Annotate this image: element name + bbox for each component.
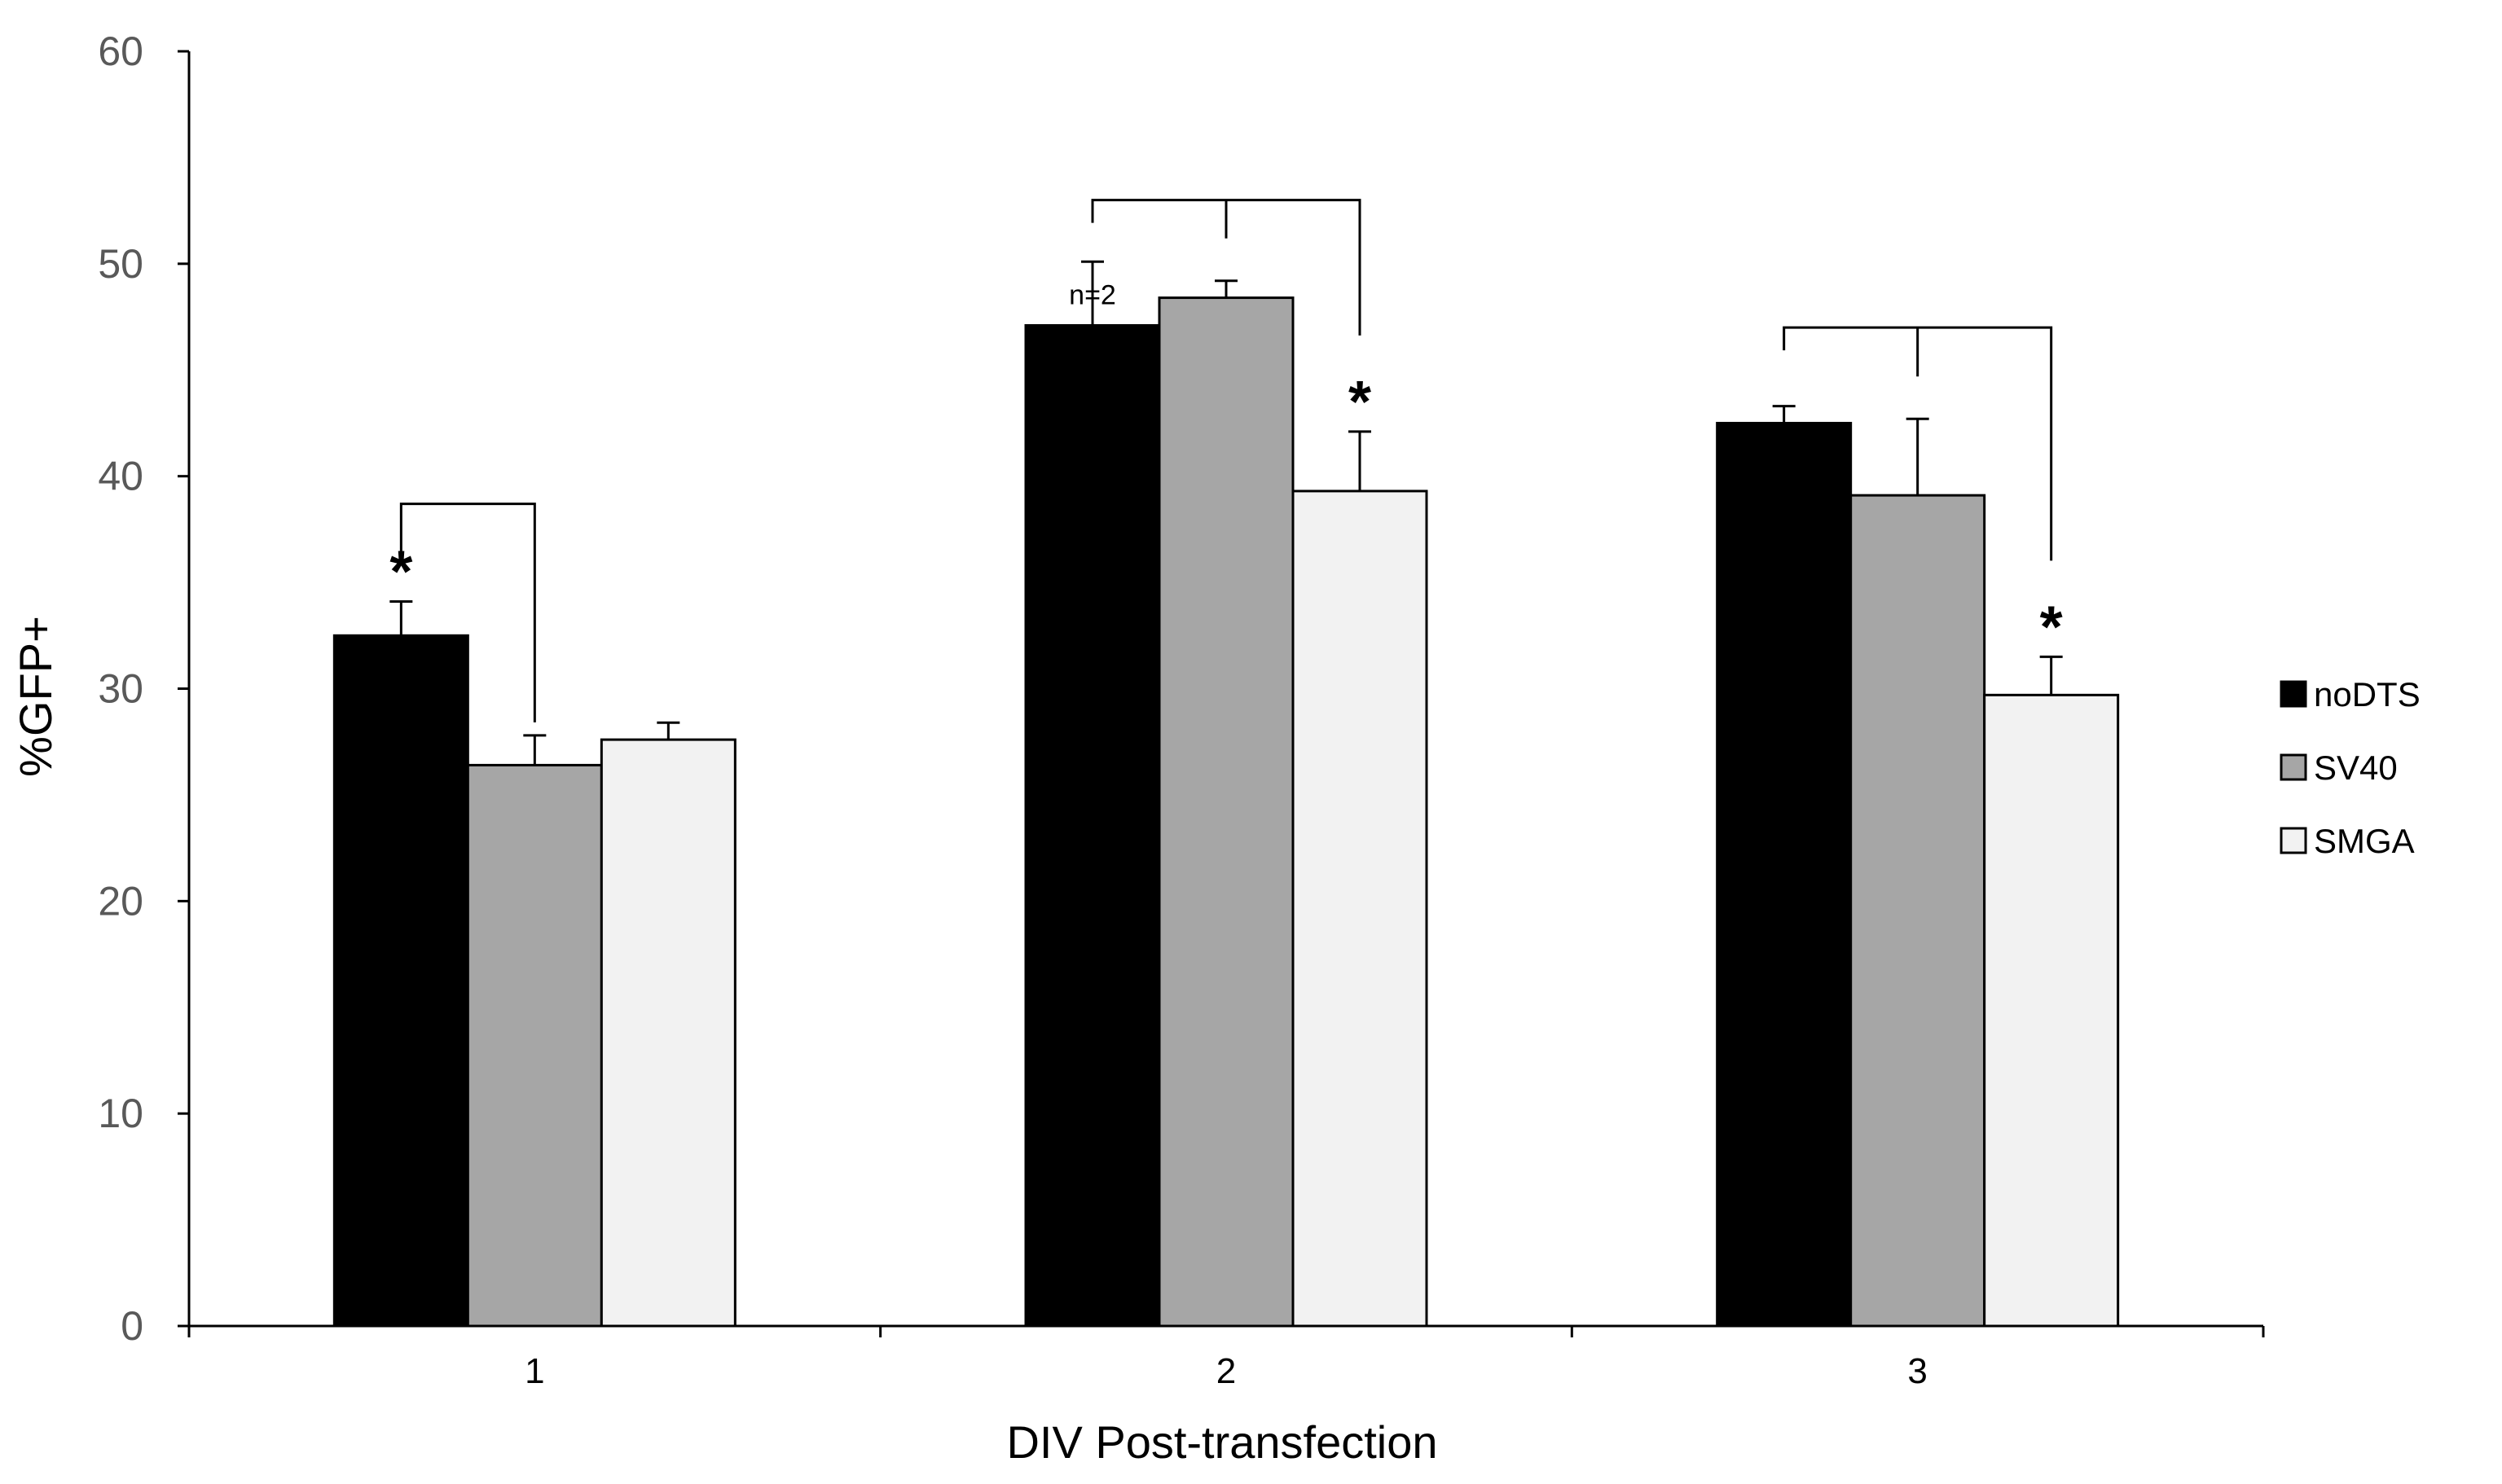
legend-swatch-SMGA [2280,827,2307,854]
y-tick-label: 30 [98,666,143,712]
y-axis-title: %GFP+ [10,616,61,777]
legend-label-SV40: SV40 [2314,749,2398,787]
y-tick-label: 0 [121,1303,143,1349]
bar-SMGA-1 [600,738,737,1328]
error-bars-group [389,260,2063,766]
legend-label-SMGA: SMGA [2314,822,2415,860]
bar-noDTS-2 [1024,323,1161,1328]
legend-swatch-SV40 [2280,753,2307,781]
legend-swatch-noDTS [2280,680,2307,708]
bar-SV40-1 [466,763,603,1328]
y-tick-label: 20 [98,878,143,924]
x-tick-label: 2 [1216,1351,1236,1391]
y-tick-label: 50 [98,241,143,287]
significance-bracket [399,503,536,722]
legend: noDTS SV40 SMGA [2280,675,2421,860]
x-tick-label: 3 [1907,1351,1927,1391]
y-tick-label: 40 [98,454,143,499]
bar-SMGA-2 [1291,490,1428,1328]
bar-noDTS-1 [332,634,469,1328]
sample-size-note: n=2 [1069,279,1116,310]
y-tick-label: 10 [98,1091,143,1136]
bar-SMGA-3 [1983,693,2120,1328]
significance-asterisk: * [1348,370,1371,435]
bars-group [332,296,2120,1328]
legend-label-noDTS: noDTS [2314,675,2421,713]
significance-asterisk: * [389,540,412,605]
x-tick-label: 1 [525,1351,544,1391]
x-axis-title: DIV Post-transfection [1006,1416,1437,1468]
bar-noDTS-3 [1716,421,1853,1328]
annotations-group: * * * n=2 [389,199,2063,722]
significance-asterisk: * [2040,595,2063,660]
y-tick-label: 60 [98,29,143,74]
bar-SV40-2 [1158,296,1295,1328]
bar-SV40-3 [1849,494,1986,1328]
